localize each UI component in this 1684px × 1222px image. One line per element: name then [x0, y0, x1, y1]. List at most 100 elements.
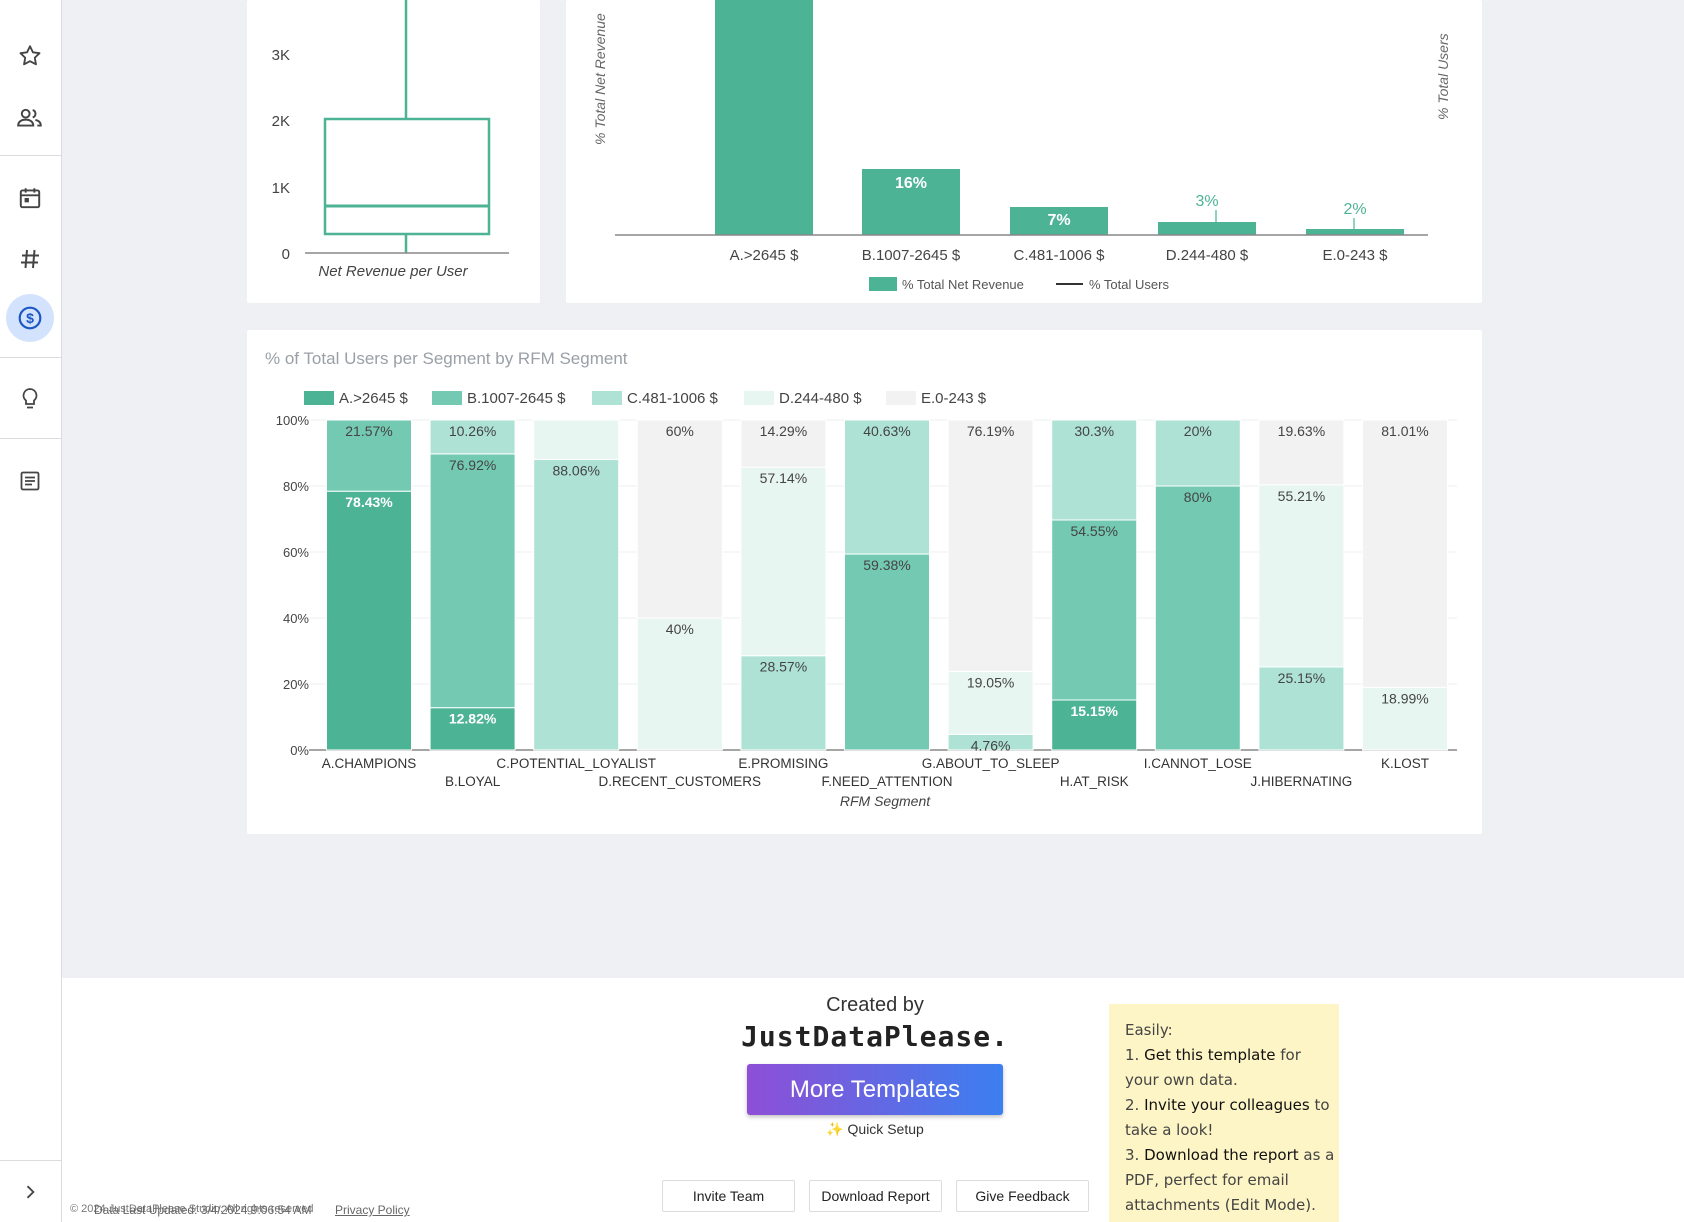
stacked-bar-label: 78.43% — [345, 494, 393, 510]
stacked-category-label: B.LOYAL — [445, 774, 501, 789]
document-icon[interactable] — [6, 457, 54, 505]
stacked-category-label: H.AT_RISK — [1060, 774, 1129, 789]
revenue-bar-label: 2% — [1343, 201, 1366, 218]
stacked-bar-segment — [1258, 484, 1345, 668]
stacked-bar-label: 19.63% — [1278, 423, 1325, 439]
revenue-bar-label: 7% — [1047, 212, 1070, 229]
stacked-bar-segment — [636, 419, 723, 619]
revenue-category: B.1007-2645 $ — [862, 247, 961, 264]
stacked-bar-segment — [429, 453, 516, 709]
stacked-chart-card: % of Total Users per Segment by RFM Segm… — [247, 330, 1482, 834]
stacked-bar-label: 80% — [1184, 489, 1212, 505]
give-feedback-button[interactable]: Give Feedback — [956, 1180, 1089, 1212]
stacked-category-label: E.PROMISING — [738, 756, 828, 771]
stacked-bar-label: 59.38% — [863, 557, 910, 573]
stacked-legend-label: B.1007-2645 $ — [467, 390, 566, 407]
stacked-bar-label: 20% — [1184, 423, 1212, 439]
stacked-bar-segment — [1051, 699, 1138, 751]
revenue-category: D.244-480 $ — [1166, 247, 1249, 264]
revenue-bar-c — [1010, 207, 1108, 235]
stacked-ytick: 20% — [283, 677, 309, 692]
revenue-category: C.481-1006 $ — [1014, 247, 1106, 264]
stacked-bar-label: 81.01% — [1381, 423, 1428, 439]
boxplot-tick: 0 — [282, 246, 290, 263]
boxplot-xlabel: Net Revenue per User — [318, 263, 468, 280]
stacked-ytick: 0% — [290, 743, 309, 758]
stacked-bar-segment — [326, 490, 412, 751]
copyright-text: © 2024 JustDataPlease Studio. All rights… — [70, 1203, 314, 1215]
stacked-legend-swatch — [592, 391, 622, 405]
stacked-bar-label: 88.06% — [552, 462, 599, 478]
stacked-bar-segment — [844, 419, 930, 555]
stacked-bar-segment — [740, 655, 827, 751]
stacked-chart-title: % of Total Users per Segment by RFM Segm… — [265, 349, 628, 368]
more-templates-button[interactable]: More Templates — [747, 1064, 1003, 1115]
stacked-bar-segment — [947, 419, 1034, 672]
stacked-bar-segment — [1051, 519, 1138, 701]
dollar-icon[interactable]: $ — [6, 294, 54, 342]
boxplot-tick: 2K — [272, 113, 290, 130]
star-icon[interactable] — [6, 32, 54, 80]
invite-team-button[interactable]: Invite Team — [662, 1180, 795, 1212]
stacked-bar-segment — [844, 553, 930, 751]
note-heading: Easily: — [1125, 1021, 1173, 1039]
calendar-icon[interactable] — [6, 174, 54, 222]
stacked-category-label: K.LOST — [1381, 756, 1429, 771]
stacked-legend-label: D.244-480 $ — [779, 390, 862, 407]
stacked-bar-label: 12.82% — [449, 711, 497, 727]
brand-logo[interactable]: JustDataPlease. — [741, 1020, 1009, 1053]
stacked-legend-label: A.>2645 $ — [339, 390, 408, 407]
stacked-legend-swatch — [744, 391, 774, 405]
stacked-bar-segment — [533, 419, 620, 460]
privacy-policy-link[interactable]: Privacy Policy — [335, 1203, 410, 1217]
hash-icon[interactable] — [6, 235, 54, 283]
stacked-bar-segment — [1258, 666, 1345, 751]
revenue-legend-swatch — [869, 277, 897, 291]
stacked-bar-label: 15.15% — [1070, 703, 1118, 719]
sidebar: $ — [0, 0, 62, 1222]
stacked-bar-label: 28.57% — [760, 659, 807, 675]
stacked-category-label: A.CHAMPIONS — [322, 756, 417, 771]
stacked-ytick: 100% — [276, 413, 310, 428]
stacked-bar-label: 40% — [666, 621, 694, 637]
last-updated-text: Data Last Updated: 3/4/2024 9:06:54 AM — [94, 1203, 312, 1217]
quick-setup-link[interactable]: ✨ Quick Setup — [826, 1121, 924, 1137]
stacked-bar-segment — [1362, 686, 1448, 751]
stacked-bar-segment — [1154, 485, 1241, 751]
stacked-legend-label: E.0-243 $ — [921, 390, 987, 407]
stacked-bar-label: 55.21% — [1278, 488, 1325, 504]
note-step-1: 1. Get this template for your own data. — [1125, 1046, 1301, 1089]
people-icon[interactable] — [6, 94, 54, 142]
revenue-ylabel-right: % Total Users — [1435, 33, 1451, 120]
stacked-legend-swatch — [886, 391, 916, 405]
stacked-bar-label: 25.15% — [1278, 670, 1325, 686]
stacked-bar-segment — [533, 458, 620, 751]
lightbulb-icon[interactable] — [6, 375, 54, 423]
stacked-bar-segment — [1258, 419, 1345, 486]
stacked-legend-swatch — [432, 391, 462, 405]
stacked-xlabel: RFM Segment — [840, 793, 931, 809]
chevron-right-icon[interactable] — [6, 1168, 54, 1216]
stacked-legend-label: C.481-1006 $ — [627, 390, 719, 407]
boxplot-box — [323, 117, 491, 236]
revenue-category: A.>2645 $ — [730, 247, 799, 264]
stacked-bar-label: 18.99% — [1381, 690, 1428, 706]
stacked-category-label: J.HIBERNATING — [1251, 774, 1353, 789]
stacked-category-label: D.RECENT_CUSTOMERS — [599, 774, 762, 789]
revenue-bar-b — [862, 169, 960, 235]
stacked-bar-segment — [1362, 419, 1448, 688]
stacked-bar-segment — [947, 670, 1034, 735]
stacked-category-label: C.POTENTIAL_LOYALIST — [496, 756, 656, 771]
stacked-bar-segment — [429, 419, 516, 455]
revenue-bar-label: 3% — [1195, 193, 1218, 210]
download-report-button[interactable]: Download Report — [809, 1180, 942, 1212]
revenue-bar-e — [1306, 229, 1404, 235]
stacked-legend-swatch — [304, 391, 334, 405]
svg-text:$: $ — [26, 310, 34, 326]
stacked-ytick: 80% — [283, 479, 309, 494]
stacked-bar-label: 57.14% — [760, 470, 807, 486]
stacked-bar-segment — [740, 419, 827, 468]
stacked-bar-segment — [1154, 419, 1241, 487]
stacked-bar-label: 19.05% — [967, 674, 1014, 690]
stacked-bar-label: 76.92% — [449, 457, 496, 473]
